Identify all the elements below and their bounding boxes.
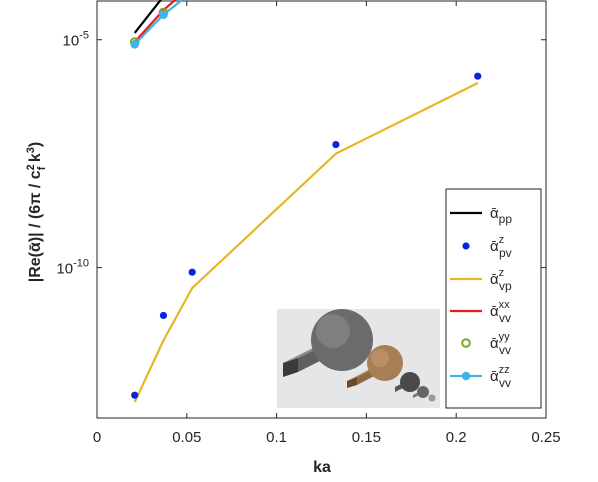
- legend-sup: zz: [499, 364, 510, 376]
- legend-label: ᾱz vp: [490, 267, 512, 293]
- legend-symbol: ᾱ: [490, 205, 499, 222]
- series-line-vv_zz: [133, 0, 184, 46]
- legend-sub: vv: [499, 311, 511, 325]
- legend-item-vv_xx: ᾱxx vv: [450, 299, 511, 325]
- legend-sub: vv: [499, 343, 511, 357]
- series-vv_xx: [133, 0, 177, 43]
- legend-box: [445, 188, 542, 409]
- y-axis-label-sup: 2: [25, 164, 37, 170]
- y-axis-label: |Re(ᾱ)| / (6π / c2f k3): [25, 142, 48, 283]
- legend-sup: xx: [499, 299, 511, 311]
- series-pp: [133, 0, 163, 34]
- y-tick-label: 10-5: [63, 30, 89, 50]
- data-point: [332, 140, 340, 149]
- series-layer: [129, 0, 482, 403]
- y-tick-label-base: 10: [63, 33, 80, 50]
- data-point: [159, 311, 168, 320]
- legend-label: ᾱxx vv: [490, 299, 511, 325]
- legend-label: ᾱzz vv: [490, 364, 511, 390]
- series-line-vp_z: [133, 82, 479, 403]
- x-tick-label: 0.15: [352, 429, 381, 446]
- legend-item-vv_zz: ᾱzz vv: [450, 364, 511, 390]
- legend-marker: [461, 371, 471, 381]
- legend-item-pv_z: ᾱz pv: [462, 234, 512, 260]
- series-vv_zz: [130, 0, 184, 49]
- y-tick-label-base: 10: [56, 261, 73, 278]
- legend-item-vv_yy: ᾱyy vv: [461, 331, 511, 357]
- series-pv_z: [131, 72, 482, 399]
- legend-label: ᾱyy vv: [490, 331, 511, 357]
- series-line-vv_xx: [133, 0, 177, 43]
- legend-symbol: ᾱ: [490, 335, 499, 352]
- legend-marker: [462, 242, 470, 250]
- data-point: [131, 391, 139, 399]
- y-axis-label-tail: k: [27, 153, 44, 166]
- legend-symbol: ᾱ: [490, 238, 499, 255]
- data-point: [188, 268, 196, 276]
- data-point: [159, 10, 168, 19]
- legend-sub: pp: [499, 212, 513, 226]
- x-axis-label: ka: [313, 459, 331, 476]
- data-point: [130, 39, 140, 49]
- legend-item-vp_z: ᾱz vp: [450, 267, 512, 293]
- series-vp_z: [133, 82, 479, 403]
- legend-label: ᾱz pv: [490, 234, 512, 260]
- x-tick-label: 0: [93, 429, 101, 446]
- legend-item-pp: ᾱpp: [450, 205, 512, 226]
- y-axis-label-close: ): [27, 142, 44, 147]
- y-axis-label-sub: f: [36, 166, 48, 170]
- legend-symbol: ᾱ: [490, 271, 499, 288]
- y-axis-label-sup2: 3: [25, 147, 37, 153]
- y-axis-label-main: |Re(ᾱ)| / (6π / c: [27, 170, 44, 282]
- legend-symbol: ᾱ: [490, 303, 499, 320]
- y-tick-label-exp: -10: [73, 258, 89, 270]
- legend-sup: yy: [499, 331, 511, 343]
- y-tick-label: 10-10: [56, 258, 89, 278]
- x-tick-label: 0.05: [172, 429, 201, 446]
- legend-label: ᾱpp: [490, 205, 512, 226]
- x-tick-label: 0.2: [446, 429, 467, 446]
- legend-marker: [461, 338, 471, 348]
- series-line-pp: [133, 0, 163, 34]
- y-tick-label-exp: -5: [79, 30, 89, 42]
- legend-sub: pv: [499, 246, 512, 260]
- x-tick-label: 0.25: [531, 429, 560, 446]
- data-point: [474, 72, 482, 80]
- inset-image: [277, 309, 440, 408]
- x-tick-label: 0.1: [266, 429, 287, 446]
- legend-sup: z: [499, 234, 505, 246]
- legend-sub: vp: [499, 279, 512, 293]
- legend-sub: vv: [499, 376, 511, 390]
- legend-symbol: ᾱ: [490, 368, 499, 385]
- legend-sup: z: [499, 267, 505, 279]
